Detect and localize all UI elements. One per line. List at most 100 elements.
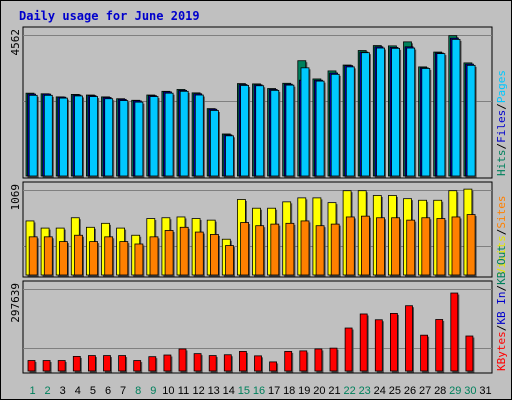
bar-sites-day-7 <box>119 241 129 276</box>
bar-sites-day-25 <box>391 217 401 276</box>
bar-sites-day-3 <box>59 241 68 276</box>
bar-kbytes-day-17 <box>269 361 278 372</box>
panel-hits-ymax-label: 4562 <box>9 29 22 56</box>
panel-hits-legend-item: Files <box>495 110 508 143</box>
chart-panels: 4562Hits/Files/Pages1069Visits/Sites2976… <box>9 26 508 374</box>
day-label-15: 15 <box>238 385 250 397</box>
day-label-1: 1 <box>29 385 35 397</box>
bar-pages-day-23 <box>360 52 370 177</box>
day-label-21: 21 <box>328 385 340 397</box>
bar-sites-day-2 <box>43 236 53 276</box>
bar-sites-day-8 <box>134 243 144 276</box>
bar-kbytes-day-8 <box>133 360 142 372</box>
bar-kbytes-day-27 <box>420 334 429 372</box>
bar-kbytes-day-28 <box>435 319 444 372</box>
bar-sites-day-6 <box>104 236 114 276</box>
day-label-24: 24 <box>374 385 386 397</box>
bar-sites-day-29 <box>451 216 461 276</box>
day-label-28: 28 <box>434 385 446 397</box>
bar-kbytes-day-1 <box>27 360 36 372</box>
bar-sites-day-9 <box>149 236 159 276</box>
bar-kbytes-day-7 <box>118 355 126 372</box>
day-label-19: 19 <box>298 385 310 397</box>
day-label-29: 29 <box>449 385 461 397</box>
bar-pages-day-2 <box>43 94 53 177</box>
bar-kbytes-day-14 <box>223 354 232 372</box>
day-label-17: 17 <box>268 385 280 397</box>
bar-kbytes-day-9 <box>148 356 157 372</box>
bar-pages-day-5 <box>89 96 98 177</box>
bar-kbytes-day-26 <box>405 305 413 372</box>
bar-pages-day-13 <box>209 110 219 177</box>
day-label-16: 16 <box>253 385 265 397</box>
bar-pages-day-8 <box>134 101 144 177</box>
bar-pages-day-1 <box>28 94 38 177</box>
bar-sites-day-13 <box>209 234 219 276</box>
bar-pages-day-28 <box>436 53 446 177</box>
bar-kbytes-day-24 <box>374 319 383 372</box>
panel-hits-legend-item: / <box>495 103 508 110</box>
panel-hits-legend-item: Pages <box>495 70 508 103</box>
day-label-31: 31 <box>479 385 491 397</box>
panel-visits-ymax-label: 1069 <box>9 184 22 211</box>
panel-kbytes-legend-item: KB Out <box>495 245 508 285</box>
bar-pages-day-15 <box>240 85 250 177</box>
panel-kbytes-legend: KBytes/KB In/KB Out <box>495 245 508 371</box>
panel-hits-legend: Hits/Files/Pages <box>495 70 508 176</box>
panel-visits-legend-item: / <box>495 229 508 236</box>
bar-sites-day-18 <box>285 222 295 276</box>
day-label-14: 14 <box>223 385 235 397</box>
bar-sites-day-12 <box>194 231 204 276</box>
bar-sites-day-21 <box>330 223 340 276</box>
day-label-23: 23 <box>359 385 371 397</box>
bar-sites-day-14 <box>225 245 234 276</box>
bar-pages-day-11 <box>179 90 189 177</box>
day-label-26: 26 <box>404 385 416 397</box>
bar-kbytes-day-25 <box>389 313 398 372</box>
day-label-22: 22 <box>343 385 355 397</box>
bar-sites-day-28 <box>436 218 446 276</box>
day-label-6: 6 <box>105 385 111 397</box>
day-label-11: 11 <box>178 385 189 397</box>
bar-pages-day-3 <box>59 97 68 177</box>
bar-pages-day-25 <box>391 47 401 177</box>
panel-hits-legend-item: / <box>495 143 508 150</box>
bar-sites-day-24 <box>376 217 385 276</box>
bar-pages-day-29 <box>451 38 461 177</box>
day-label-25: 25 <box>389 385 401 397</box>
day-labels: 1 2 3 4 5 6 7 8 9 10 11 12 13 14 15 16 17 18 19 20 21 22 23 24 2… <box>29 385 491 397</box>
panel-kbytes-legend-item: / <box>495 285 508 292</box>
bar-sites-day-27 <box>421 217 431 276</box>
bar-sites-day-26 <box>406 219 416 276</box>
bar-pages-day-16 <box>255 85 265 177</box>
bar-kbytes-day-20 <box>314 348 323 372</box>
bar-sites-day-10 <box>164 230 174 276</box>
panel-visits-legend: Visits/Sites <box>495 196 508 276</box>
bar-sites-day-15 <box>240 222 250 276</box>
panel-visits-legend-item: Sites <box>495 196 508 229</box>
bar-pages-day-22 <box>345 66 355 177</box>
day-label-12: 12 <box>192 385 204 397</box>
bar-pages-day-12 <box>194 94 204 177</box>
bar-pages-day-7 <box>119 100 129 177</box>
bar-sites-day-16 <box>255 225 265 276</box>
bar-sites-day-30 <box>466 214 476 276</box>
bar-sites-day-11 <box>179 226 189 276</box>
day-label-9: 9 <box>150 385 156 397</box>
day-label-8: 8 <box>135 385 141 397</box>
panel-kbytes-legend-item: KBytes <box>495 331 508 371</box>
bar-kbytes-day-21 <box>329 347 338 372</box>
bar-kbytes-day-6 <box>103 355 111 372</box>
bar-kbytes-day-30 <box>465 335 474 372</box>
bar-sites-day-20 <box>315 225 325 276</box>
day-label-2: 2 <box>45 385 51 397</box>
bar-kbytes-day-23 <box>359 313 368 372</box>
bar-kbytes-day-22 <box>344 327 353 372</box>
day-label-4: 4 <box>75 385 81 397</box>
bar-sites-day-22 <box>345 216 355 276</box>
bar-pages-day-18 <box>285 84 295 177</box>
bar-sites-day-19 <box>300 220 310 276</box>
